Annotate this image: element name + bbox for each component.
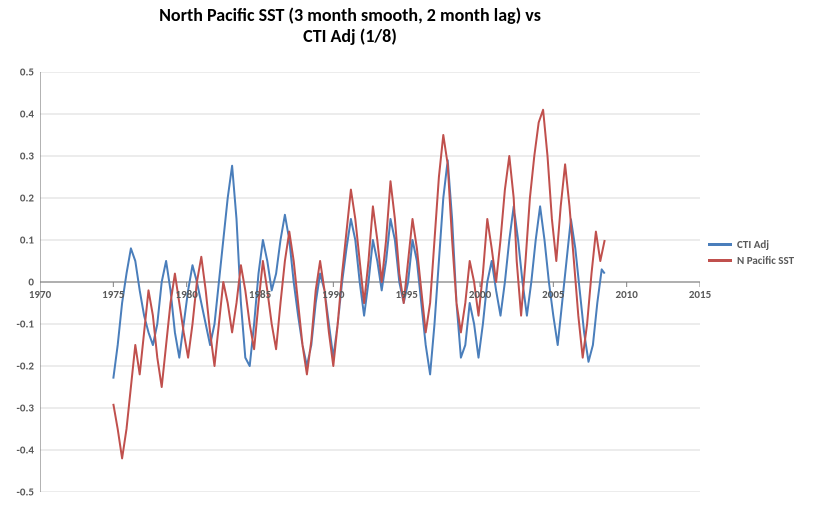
chart-title: North Pacific SST (3 month smooth, 2 mon… bbox=[0, 5, 700, 46]
x-tick-label: 1970 bbox=[29, 288, 51, 301]
y-tick-label: 0.1 bbox=[20, 234, 34, 247]
title-line2: CTI Adj (1/8) bbox=[303, 25, 397, 47]
x-tick-label: 2010 bbox=[616, 288, 638, 301]
title-line1: North Pacific SST (3 month smooth, 2 mon… bbox=[159, 4, 541, 26]
y-tick-label: 0.5 bbox=[20, 66, 34, 79]
x-tick-label: 1985 bbox=[249, 288, 271, 301]
legend-item: N Pacific SST bbox=[708, 254, 818, 267]
x-tick-label: 1990 bbox=[322, 288, 344, 301]
x-tick-label: 2000 bbox=[469, 288, 491, 301]
plot-area: 1970197519801985199019952000200520102015 bbox=[40, 72, 700, 492]
x-tick-label: 2015 bbox=[689, 288, 711, 301]
x-tick-label: 1975 bbox=[102, 288, 124, 301]
y-tick-label: -0.3 bbox=[17, 402, 34, 415]
y-tick-label: -0.5 bbox=[17, 486, 34, 499]
y-tick-label: -0.2 bbox=[17, 360, 34, 373]
y-axis-labels: -0.5-0.4-0.3-0.2-0.100.10.20.30.40.5 bbox=[0, 72, 36, 492]
legend-label: N Pacific SST bbox=[737, 254, 794, 267]
y-tick-label: 0.2 bbox=[20, 192, 34, 205]
x-tick-label: 1980 bbox=[176, 288, 198, 301]
legend-item: CTI Adj bbox=[708, 238, 818, 251]
x-tick-label: 2005 bbox=[542, 288, 564, 301]
y-tick-label: 0 bbox=[28, 276, 34, 289]
chart-container: North Pacific SST (3 month smooth, 2 mon… bbox=[0, 0, 820, 518]
legend-label: CTI Adj bbox=[737, 238, 769, 251]
y-tick-label: 0.3 bbox=[20, 150, 34, 163]
x-tick-label: 1995 bbox=[396, 288, 418, 301]
y-tick-label: 0.4 bbox=[20, 108, 34, 121]
legend-swatch bbox=[708, 259, 732, 262]
legend-swatch bbox=[708, 243, 732, 246]
y-tick-label: -0.1 bbox=[17, 318, 34, 331]
y-tick-label: -0.4 bbox=[17, 444, 34, 457]
plot-svg bbox=[40, 72, 700, 492]
legend: CTI Adj N Pacific SST bbox=[708, 238, 818, 270]
